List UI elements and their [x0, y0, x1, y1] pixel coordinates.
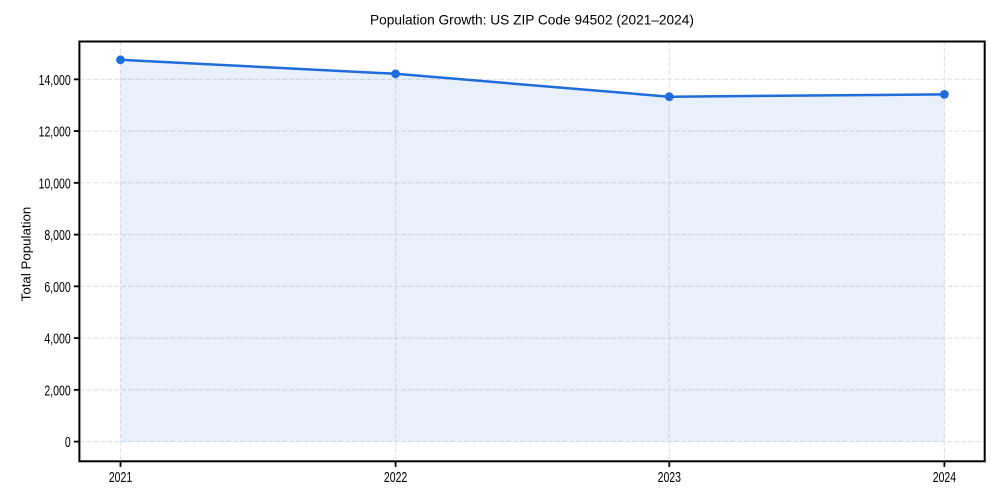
- svg-text:6,000: 6,000: [44, 278, 70, 295]
- svg-text:2021: 2021: [109, 468, 132, 485]
- svg-text:14,000: 14,000: [39, 71, 71, 88]
- svg-text:4,000: 4,000: [44, 330, 70, 347]
- svg-text:2024: 2024: [933, 468, 956, 485]
- svg-text:2,000: 2,000: [44, 381, 70, 398]
- svg-text:Population Growth: US ZIP Code: Population Growth: US ZIP Code 94502 (20…: [370, 12, 694, 27]
- svg-text:12,000: 12,000: [39, 123, 71, 140]
- svg-text:0: 0: [65, 433, 71, 450]
- svg-text:Total Population: Total Population: [18, 207, 33, 302]
- svg-text:2023: 2023: [658, 468, 681, 485]
- svg-text:2022: 2022: [384, 468, 407, 485]
- svg-text:8,000: 8,000: [44, 226, 70, 243]
- svg-text:10,000: 10,000: [39, 174, 71, 191]
